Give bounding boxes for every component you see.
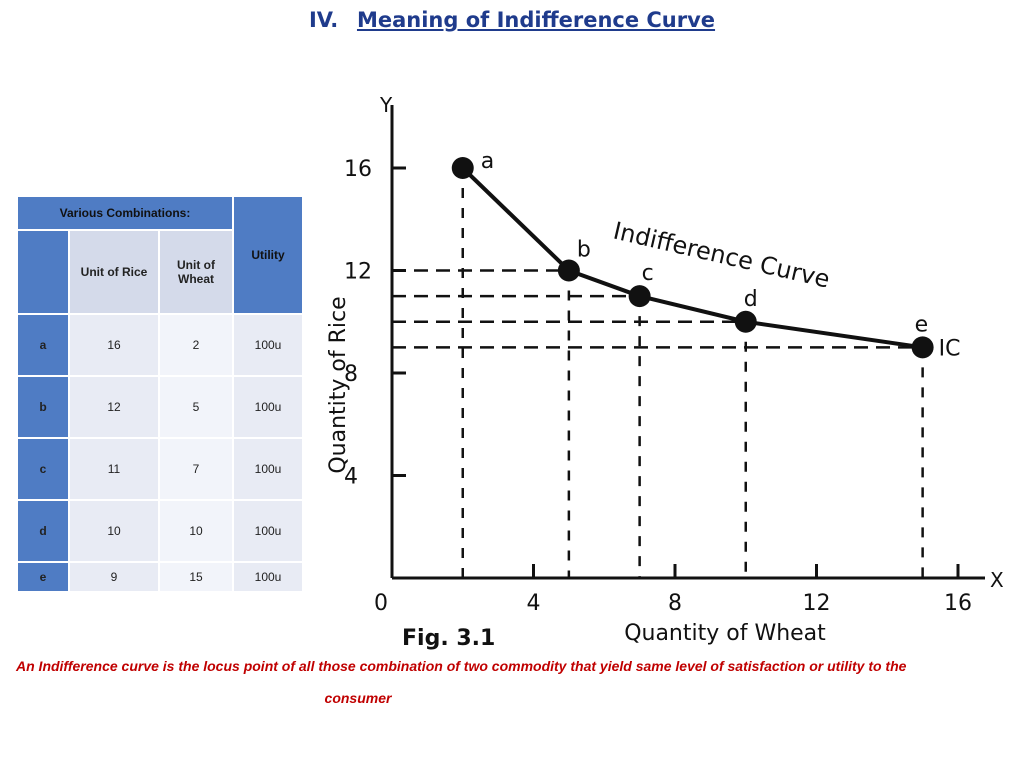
rice-value: 11 [68,437,160,501]
x-tick-label: 16 [944,591,972,616]
point-label: e [915,312,929,337]
y-tick-label: 4 [344,465,358,490]
data-point-d [734,310,757,333]
combinations-table: Various Combinations: Utility Unit of Ri… [16,195,304,593]
point-label: a [481,149,494,174]
origin-label: 0 [374,591,388,616]
table-row: d 10 10 100u [16,499,304,563]
x-tick-label: 8 [668,591,682,616]
utility-header: Utility [232,195,304,315]
table-row: a 16 2 100u [16,313,304,377]
data-point-e [911,336,934,359]
x-tick-label: 12 [803,591,831,616]
wheat-value: 7 [158,437,234,501]
row-label: d [16,499,70,563]
point-label: c [642,261,654,286]
table-title: Various Combinations: [16,195,234,231]
caption-line-1: An Indifference curve is the locus point… [16,658,907,674]
x-axis-label: Quantity of Wheat [624,621,826,646]
utility-value: 100u [232,437,304,501]
x-tick-label: 4 [527,591,541,616]
utility-value: 100u [232,561,304,593]
y-axis-label: Quantity of Rice [326,296,351,473]
figure-label: Fig. 3.1 [402,626,495,651]
wheat-value: 15 [158,561,234,593]
data-point-a [451,157,474,179]
table-row: c 11 7 100u [16,437,304,501]
wheat-header: Unit of Wheat [158,229,234,315]
wheat-value: 10 [158,499,234,563]
rice-header: Unit of Rice [68,229,160,315]
data-point-c [628,285,651,308]
page-title: IV. Meaning of Indifference Curve [0,8,1024,32]
utility-value: 100u [232,375,304,439]
table-row: e 9 15 100u [16,561,304,593]
utility-value: 100u [232,313,304,377]
title-text: Meaning of Indifference Curve [356,8,716,32]
point-label: d [744,287,758,312]
wheat-value: 5 [158,375,234,439]
y-tick-label: 8 [344,362,358,387]
caption-line-2: consumer [324,690,392,706]
x-axis-letter: X [990,568,1004,592]
y-tick-label: 12 [344,260,372,285]
row-label: a [16,313,70,377]
wheat-value: 2 [158,313,234,377]
y-axis-letter: Y [379,93,393,117]
utility-value: 100u [232,499,304,563]
row-label: b [16,375,70,439]
row-label: c [16,437,70,501]
blank-header [16,229,70,315]
data-point-b [557,259,580,282]
section-number: IV. [308,8,339,32]
rice-value: 9 [68,561,160,593]
table-row: b 12 5 100u [16,375,304,439]
y-tick-label: 16 [344,157,372,182]
rice-value: 10 [68,499,160,563]
rice-value: 12 [68,375,160,439]
row-label: e [16,561,70,593]
rice-value: 16 [68,313,160,377]
point-label: b [577,238,591,263]
ic-label: IC [939,336,961,361]
